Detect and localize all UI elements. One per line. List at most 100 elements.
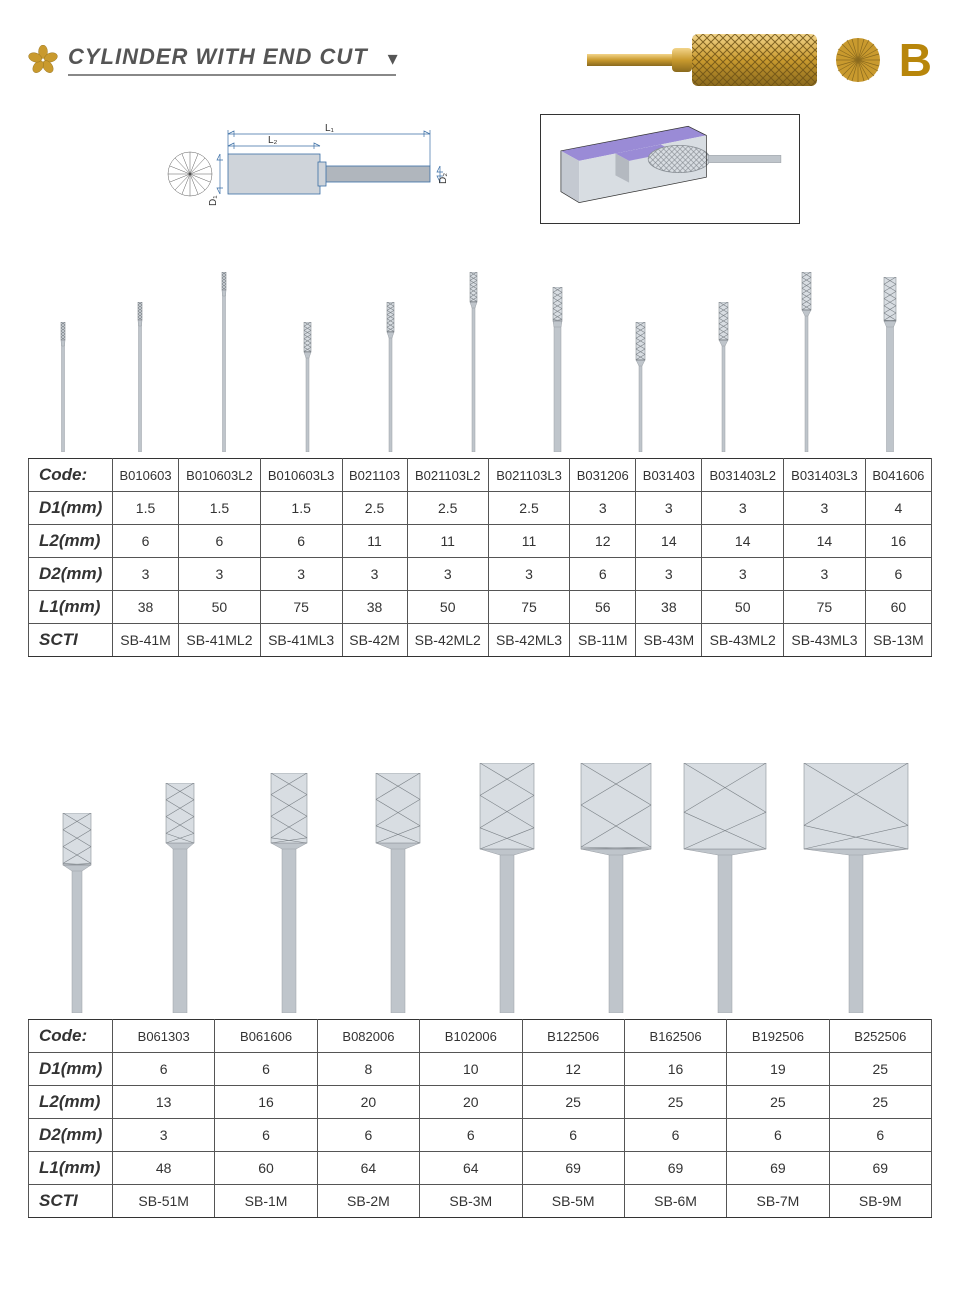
table-cell: SB-43ML2 [702,624,784,657]
chevron-down-icon: ▾ [388,46,398,71]
row-label: SCTI [29,1185,113,1218]
table-cell: 2.5 [407,492,488,525]
table-cell: 10 [420,1053,522,1086]
table-cell: B041606 [865,459,931,492]
table-cell: 6 [829,1119,931,1152]
table-cell: SB-9M [829,1185,931,1218]
burr-item [515,287,598,452]
table-cell: 19 [727,1053,829,1086]
burr-item [349,302,432,452]
table-cell: 6 [624,1119,726,1152]
table-cell: SB-5M [522,1185,624,1218]
flower-icon [28,45,58,75]
row-label: D2(mm) [29,1119,113,1152]
table-cell: 25 [829,1086,931,1119]
table-cell: SB-7M [727,1185,829,1218]
table-cell: 16 [865,525,931,558]
table-cell: 6 [215,1053,317,1086]
table-cell: 12 [522,1053,624,1086]
row-label: D1(mm) [29,1053,113,1086]
row-label: L1(mm) [29,1152,113,1185]
burr-item [182,272,265,452]
table-cell: 1.5 [113,492,179,525]
table-cell: B010603L2 [179,459,261,492]
table-cell: 6 [570,558,636,591]
table-cell: SB-42ML2 [407,624,488,657]
table-cell: 25 [829,1053,931,1086]
table-cell: 6 [113,525,179,558]
table-cell: 3 [179,558,261,591]
spec-table-2: Code:B061303B061606B082006B102006B122506… [28,1019,932,1218]
table-cell: 64 [317,1152,419,1185]
table-cell: SB-42M [342,624,407,657]
table-cell: 75 [784,591,866,624]
table-cell: 16 [215,1086,317,1119]
table-cell: 60 [865,591,931,624]
table-cell: 11 [488,525,569,558]
table-cell: 6 [113,1053,215,1086]
burr-item [99,302,182,452]
burr-item [344,773,453,1013]
label-D1: D₁ [208,195,219,206]
table-cell: 3 [784,492,866,525]
burr-item [126,783,235,1013]
row-label: D1(mm) [29,492,113,525]
burr-item [562,763,671,1013]
table-cell: 6 [727,1119,829,1152]
table-cell: 13 [113,1086,215,1119]
table-cell: B031403 [636,459,702,492]
table-cell: SB-13M [865,624,931,657]
burr-lineup-1 [28,242,932,452]
table-cell: 1.5 [179,492,261,525]
burr-item [780,763,932,1013]
table-cell: 69 [624,1152,726,1185]
row-label: Code: [29,1020,113,1053]
row-label: SCTI [29,624,113,657]
table-cell: B082006 [317,1020,419,1053]
table-cell: 50 [407,591,488,624]
table-cell: 3 [570,492,636,525]
table-cell: B021103L2 [407,459,488,492]
table-cell: 6 [420,1119,522,1152]
table-cell: 75 [260,591,342,624]
spec-table-1: Code:B010603B010603L2B010603L3B021103B02… [28,458,932,657]
table-cell: SB-2M [317,1185,419,1218]
table-cell: 38 [636,591,702,624]
burr-item [765,272,848,452]
row-label: L1(mm) [29,591,113,624]
table-cell: B031206 [570,459,636,492]
table-cell: 69 [829,1152,931,1185]
burr-item [671,763,780,1013]
table-cell: 3 [702,558,784,591]
page-header: CYLINDER WITH END CUT ▾ [28,30,932,90]
table-cell: 6 [522,1119,624,1152]
table-cell: SB-41M [113,624,179,657]
table-cell: SB-51M [113,1185,215,1218]
table-cell: 6 [317,1119,419,1152]
table-cell: 3 [113,1119,215,1152]
burr-item [28,322,99,452]
table-cell: B021103 [342,459,407,492]
table-cell: 50 [179,591,261,624]
table-cell: 50 [702,591,784,624]
table-cell: 14 [636,525,702,558]
header-graphic: B [587,30,932,90]
row-label: D2(mm) [29,558,113,591]
table-cell: 38 [342,591,407,624]
table-cell: 20 [317,1086,419,1119]
table-cell: 16 [624,1053,726,1086]
row-label: Code: [29,459,113,492]
title-block: CYLINDER WITH END CUT ▾ [28,44,398,76]
table-cell: SB-1M [215,1185,317,1218]
table-cell: 11 [407,525,488,558]
table-cell: B162506 [624,1020,726,1053]
burr-item [453,763,562,1013]
table-cell: 4 [865,492,931,525]
table-cell: 64 [420,1152,522,1185]
diagram-row: L₁ L₂ D₁ D₂ [28,114,932,224]
table-cell: 6 [865,558,931,591]
table-cell: 6 [215,1119,317,1152]
table-cell: B252506 [829,1020,931,1053]
table-cell: SB-42ML3 [488,624,569,657]
label-D2: D₂ [438,173,449,184]
